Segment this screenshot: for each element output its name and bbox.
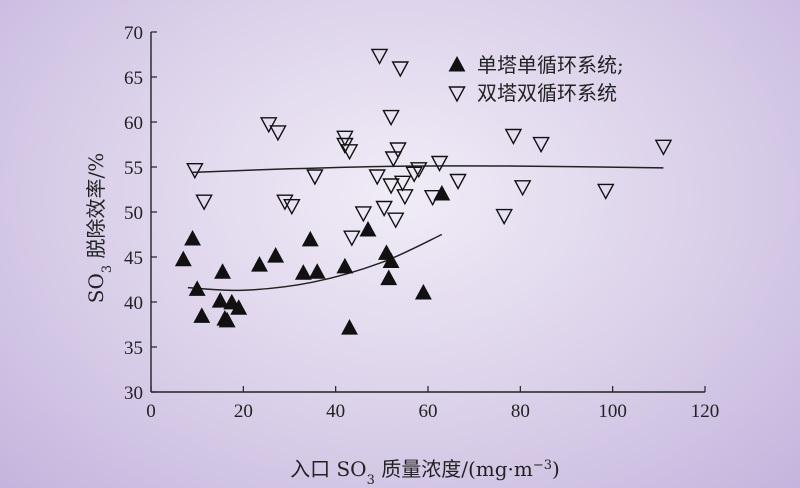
y-tick-label: 45 (124, 248, 143, 269)
single-tower-point (380, 269, 398, 286)
legend-label: 双塔双循环系统 (477, 81, 617, 105)
legend-marker-double-tower (448, 86, 466, 103)
double-tower-point (409, 162, 428, 179)
double-tower-point (306, 169, 324, 186)
double-tower-point (259, 117, 278, 134)
double-tower-point (654, 139, 673, 156)
double-tower-point (370, 48, 389, 65)
double-tower-point (354, 206, 373, 223)
y-tick-label: 30 (124, 383, 143, 404)
trend-lines (187, 165, 664, 292)
y-tick-label: 50 (124, 203, 143, 224)
single-tower-point (174, 250, 192, 267)
double-tower-point (393, 175, 412, 192)
single-tower-point (211, 292, 229, 308)
x-axis-title: 入口 SO3 质量浓度/(mg·m−3) (290, 457, 560, 488)
single-tower-point (359, 220, 377, 237)
single-tower-point (218, 311, 236, 328)
x-title-superscript: −3 (533, 458, 552, 473)
double-tower-point (368, 169, 386, 186)
x-tick-label: 0 (146, 401, 156, 422)
double-tower-point (276, 194, 294, 211)
single-tower-point (188, 280, 206, 296)
double-tower-point (495, 208, 513, 226)
single-tower-point (382, 252, 400, 268)
y-title-text: 脱除效率/% (84, 153, 108, 265)
double-tower-point (504, 128, 523, 145)
double-tower-point (513, 180, 532, 197)
double-tower-point (382, 109, 400, 127)
double-tower-point (384, 151, 403, 168)
y-tick-label: 60 (124, 113, 143, 134)
single-tower-point (251, 256, 268, 272)
double-tower-point (283, 199, 301, 216)
single-tower-point (230, 299, 248, 315)
single-tower-point (308, 263, 326, 279)
y-axis-title: SO3 脱除效率/% (84, 153, 115, 304)
y-tick-label: 70 (124, 23, 143, 44)
double-tower-point (375, 200, 393, 217)
y-tick-label: 35 (124, 338, 143, 359)
double-tower-point (596, 183, 615, 200)
y-tick-label: 40 (124, 293, 143, 314)
double-tower-point (423, 190, 442, 207)
x-title-text: 入口 SO (290, 457, 366, 481)
double-tower-point (430, 155, 449, 172)
double-tower-point (340, 144, 359, 161)
single-tower-point (214, 263, 231, 279)
double-tower-point (396, 189, 414, 206)
x-title-subscript: 3 (367, 473, 375, 488)
double-tower-point (386, 212, 405, 229)
y-title-subscript: 3 (100, 265, 115, 273)
x-tick-label: 100 (598, 401, 627, 422)
single-tower-point (267, 247, 285, 263)
double-tower-point (343, 230, 361, 247)
ticks: 0 20 40 60 80 100 120 30 35 40 45 50 55 60 65 70 (124, 23, 719, 422)
double-tower-point (449, 173, 467, 190)
axes (150, 32, 705, 393)
y-title-text: SO (84, 273, 108, 303)
legend: 单塔单循环系统; 双塔双循环系统 (448, 53, 624, 105)
x-tick-label: 80 (511, 401, 530, 422)
single-tower-point (341, 319, 358, 335)
single-tower-point (184, 229, 201, 246)
trend-line-2 (192, 165, 664, 174)
x-title-text: 质量浓度/(mg·m (375, 457, 533, 481)
y-tick-label: 65 (124, 68, 143, 89)
x-tick-label: 60 (419, 401, 438, 422)
x-tick-label: 20 (234, 401, 253, 422)
data-points (174, 48, 673, 335)
double-tower-point (389, 142, 407, 159)
double-tower-point (382, 178, 400, 195)
double-tower-point (532, 136, 550, 154)
double-tower-point (391, 61, 410, 78)
double-tower-point (269, 125, 287, 142)
single-tower-point (336, 257, 354, 274)
single-tower-point (301, 230, 319, 247)
legend-marker-single-tower (448, 55, 466, 72)
x-tick-label: 120 (691, 401, 720, 422)
x-title-text: ) (552, 457, 560, 481)
double-tower-point (195, 194, 213, 211)
single-tower-point (433, 184, 451, 201)
single-tower-point (414, 283, 432, 300)
legend-label: 单塔单循环系统; (477, 53, 624, 77)
single-tower-point (294, 264, 312, 280)
double-tower-point (186, 163, 204, 180)
x-tick-label: 40 (326, 401, 345, 422)
trend-line-1 (187, 233, 443, 292)
single-tower-point (193, 307, 211, 323)
y-tick-label: 55 (124, 158, 143, 179)
